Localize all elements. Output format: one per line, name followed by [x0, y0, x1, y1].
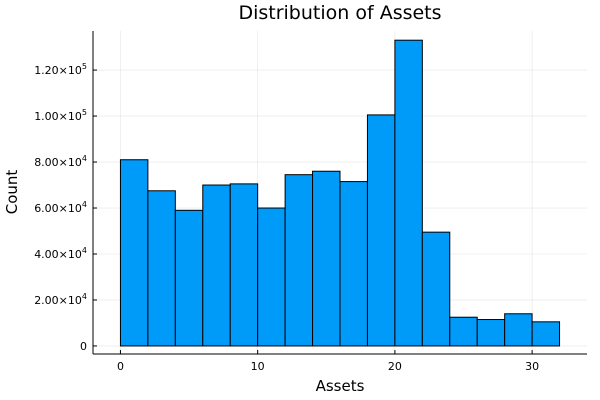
histogram-bar	[394, 39, 423, 347]
y-tick-labels: 02.00×1044.00×1046.00×1048.00×1041.00×10…	[34, 62, 97, 353]
histogram-bar	[202, 184, 231, 347]
y-tick-label: 4.00×104	[34, 246, 87, 261]
histogram-bar	[312, 170, 341, 347]
histogram-bar	[449, 316, 478, 347]
y-tick-label: 0	[80, 340, 87, 353]
y-tick-label: 8.00×104	[34, 154, 87, 169]
histogram-bar	[421, 231, 451, 347]
chart-title: Distribution of Assets	[238, 2, 441, 24]
y-tick-exponent: 4	[82, 154, 87, 163]
histogram-bar	[119, 159, 149, 347]
histogram-bar	[284, 174, 314, 347]
y-tick-exponent: 5	[82, 62, 87, 71]
y-tick-label: 1.00×105	[34, 108, 87, 123]
y-tick-base: 4.00×10	[34, 248, 82, 261]
y-tick-label: 6.00×104	[34, 200, 87, 215]
y-axis-label: Count	[3, 170, 21, 215]
x-tick-label: 0	[117, 360, 124, 373]
y-tick-label: 1.20×105	[34, 62, 87, 77]
y-tick-exponent: 4	[82, 246, 87, 255]
y-tick-exponent: 4	[82, 200, 87, 209]
histogram-bar	[531, 321, 561, 347]
y-tick-base: 1.00×10	[34, 110, 82, 123]
y-tick-base: 1.20×10	[34, 64, 82, 77]
x-tick-label: 30	[525, 360, 539, 373]
histogram-bar	[366, 114, 396, 347]
histogram-bar	[476, 319, 506, 347]
y-tick-exponent: 4	[82, 292, 87, 301]
histogram-bar	[257, 207, 286, 347]
histogram-bar	[174, 209, 204, 347]
bars	[119, 39, 561, 347]
x-axis-label: Assets	[316, 377, 365, 395]
y-tick-base: 6.00×10	[34, 202, 82, 215]
y-tick-base: 8.00×10	[34, 156, 82, 169]
histogram-bar	[504, 313, 533, 347]
y-tick-base: 2.00×10	[34, 294, 82, 307]
x-tick-labels: 0 10 20 30	[117, 350, 539, 373]
y-tick-label: 2.00×104	[34, 292, 87, 307]
histogram-bar	[229, 183, 259, 347]
y-tick-base: 0	[80, 340, 87, 353]
x-tick-label: 20	[388, 360, 402, 373]
histogram-bar	[147, 190, 176, 347]
histogram-bar	[339, 181, 368, 347]
y-tick-exponent: 5	[82, 108, 87, 117]
x-tick-label: 10	[251, 360, 265, 373]
